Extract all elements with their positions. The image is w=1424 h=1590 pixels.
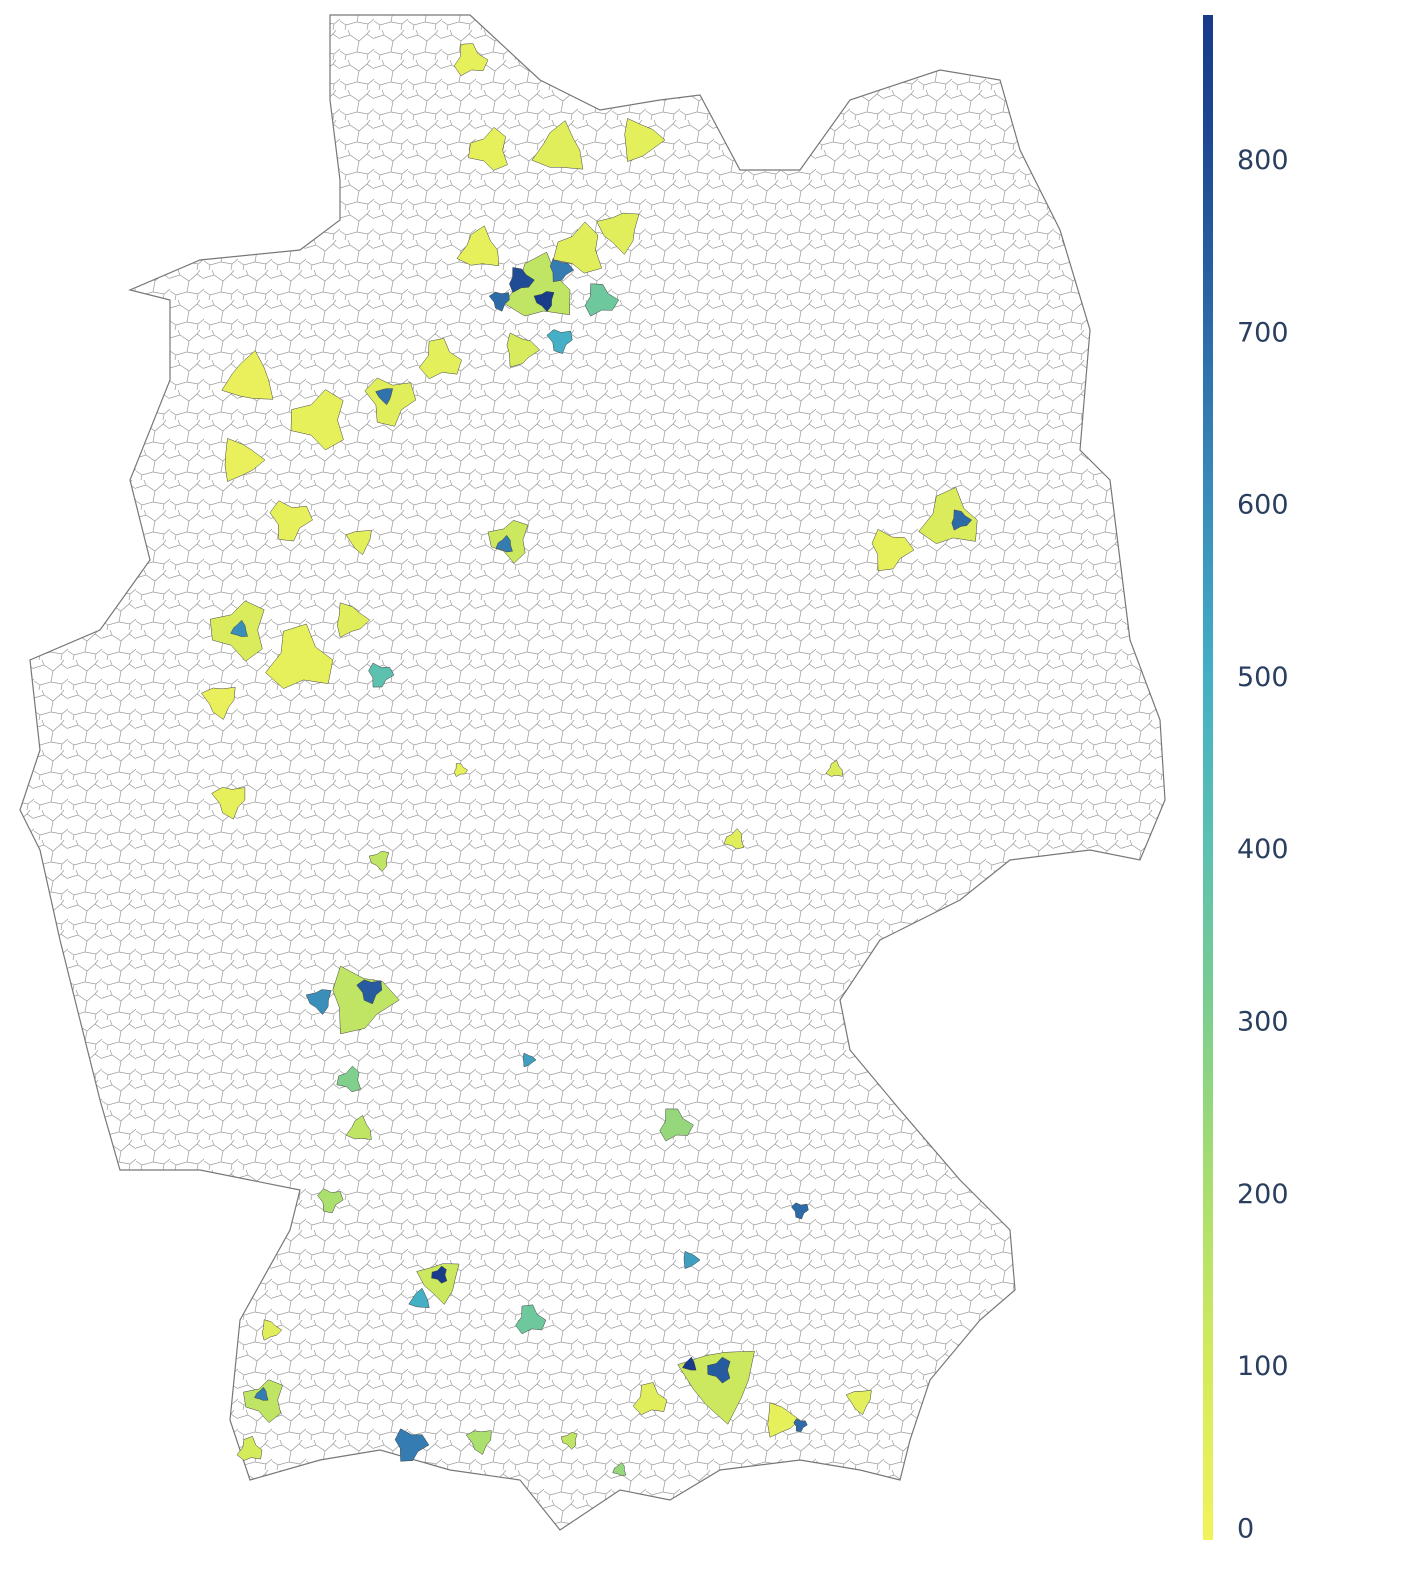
region bbox=[951, 509, 973, 531]
region bbox=[793, 1418, 808, 1432]
region bbox=[356, 979, 383, 1005]
region bbox=[612, 1461, 627, 1477]
region bbox=[368, 662, 395, 688]
region bbox=[465, 1430, 492, 1455]
map bbox=[19, 14, 1166, 1531]
colorbar-tick-label: 500 bbox=[1237, 662, 1289, 693]
region bbox=[845, 1390, 872, 1416]
region bbox=[632, 1382, 668, 1416]
region bbox=[531, 120, 584, 170]
region bbox=[495, 534, 513, 553]
colorbar-tick-label: 400 bbox=[1237, 834, 1289, 865]
region bbox=[659, 1108, 694, 1142]
region bbox=[707, 1356, 731, 1384]
region bbox=[416, 1263, 460, 1305]
region bbox=[336, 602, 371, 638]
region bbox=[791, 1202, 809, 1220]
region bbox=[683, 1250, 701, 1270]
colorbar-scale bbox=[1203, 15, 1213, 1540]
region bbox=[723, 828, 745, 850]
region bbox=[584, 283, 620, 317]
region bbox=[456, 225, 500, 267]
region bbox=[408, 1287, 430, 1308]
region bbox=[290, 389, 344, 451]
region bbox=[317, 1188, 344, 1214]
region bbox=[418, 338, 462, 380]
colorbar-tick-label: 800 bbox=[1237, 145, 1289, 176]
region bbox=[201, 687, 236, 720]
region bbox=[211, 786, 246, 820]
region bbox=[453, 763, 468, 777]
region bbox=[345, 530, 372, 556]
region bbox=[522, 1052, 537, 1068]
region bbox=[677, 1350, 755, 1425]
region bbox=[265, 623, 334, 689]
region bbox=[345, 1115, 372, 1140]
region bbox=[509, 267, 535, 293]
region bbox=[453, 43, 489, 77]
region bbox=[269, 500, 313, 542]
region bbox=[549, 257, 574, 283]
region bbox=[336, 1065, 362, 1093]
region bbox=[236, 1435, 263, 1461]
region bbox=[546, 329, 573, 355]
region bbox=[596, 212, 640, 255]
region bbox=[221, 350, 274, 400]
colorbar-tick-label: 0 bbox=[1237, 1514, 1254, 1545]
regions bbox=[201, 43, 978, 1477]
region bbox=[506, 332, 541, 368]
region bbox=[825, 760, 843, 777]
colorbar-tick-label: 100 bbox=[1237, 1351, 1289, 1382]
region bbox=[624, 118, 666, 162]
region bbox=[230, 619, 248, 637]
country-outline bbox=[19, 14, 1166, 1531]
colorbar-tick-label: 600 bbox=[1237, 490, 1289, 521]
region bbox=[243, 1379, 283, 1424]
region bbox=[368, 850, 390, 872]
region bbox=[364, 377, 417, 427]
region bbox=[560, 1432, 578, 1450]
region bbox=[533, 291, 555, 312]
colorbar-tick-label: 300 bbox=[1237, 1007, 1289, 1038]
region bbox=[488, 291, 510, 312]
region bbox=[767, 1402, 801, 1438]
region bbox=[515, 1304, 547, 1335]
region bbox=[305, 989, 332, 1015]
region bbox=[261, 1319, 283, 1341]
region bbox=[394, 1428, 430, 1462]
colorbar: 0 100 200 300 400 500 600 700 800 bbox=[1203, 15, 1289, 1545]
region bbox=[468, 126, 508, 171]
region bbox=[224, 438, 266, 482]
region bbox=[871, 528, 915, 572]
region bbox=[918, 487, 978, 544]
region bbox=[375, 388, 394, 406]
region bbox=[431, 1265, 448, 1284]
region bbox=[682, 1356, 697, 1371]
region bbox=[254, 1386, 269, 1401]
colorbar-tick-label: 700 bbox=[1237, 317, 1289, 348]
colorbar-tick-label: 200 bbox=[1237, 1179, 1289, 1210]
region bbox=[552, 221, 603, 274]
